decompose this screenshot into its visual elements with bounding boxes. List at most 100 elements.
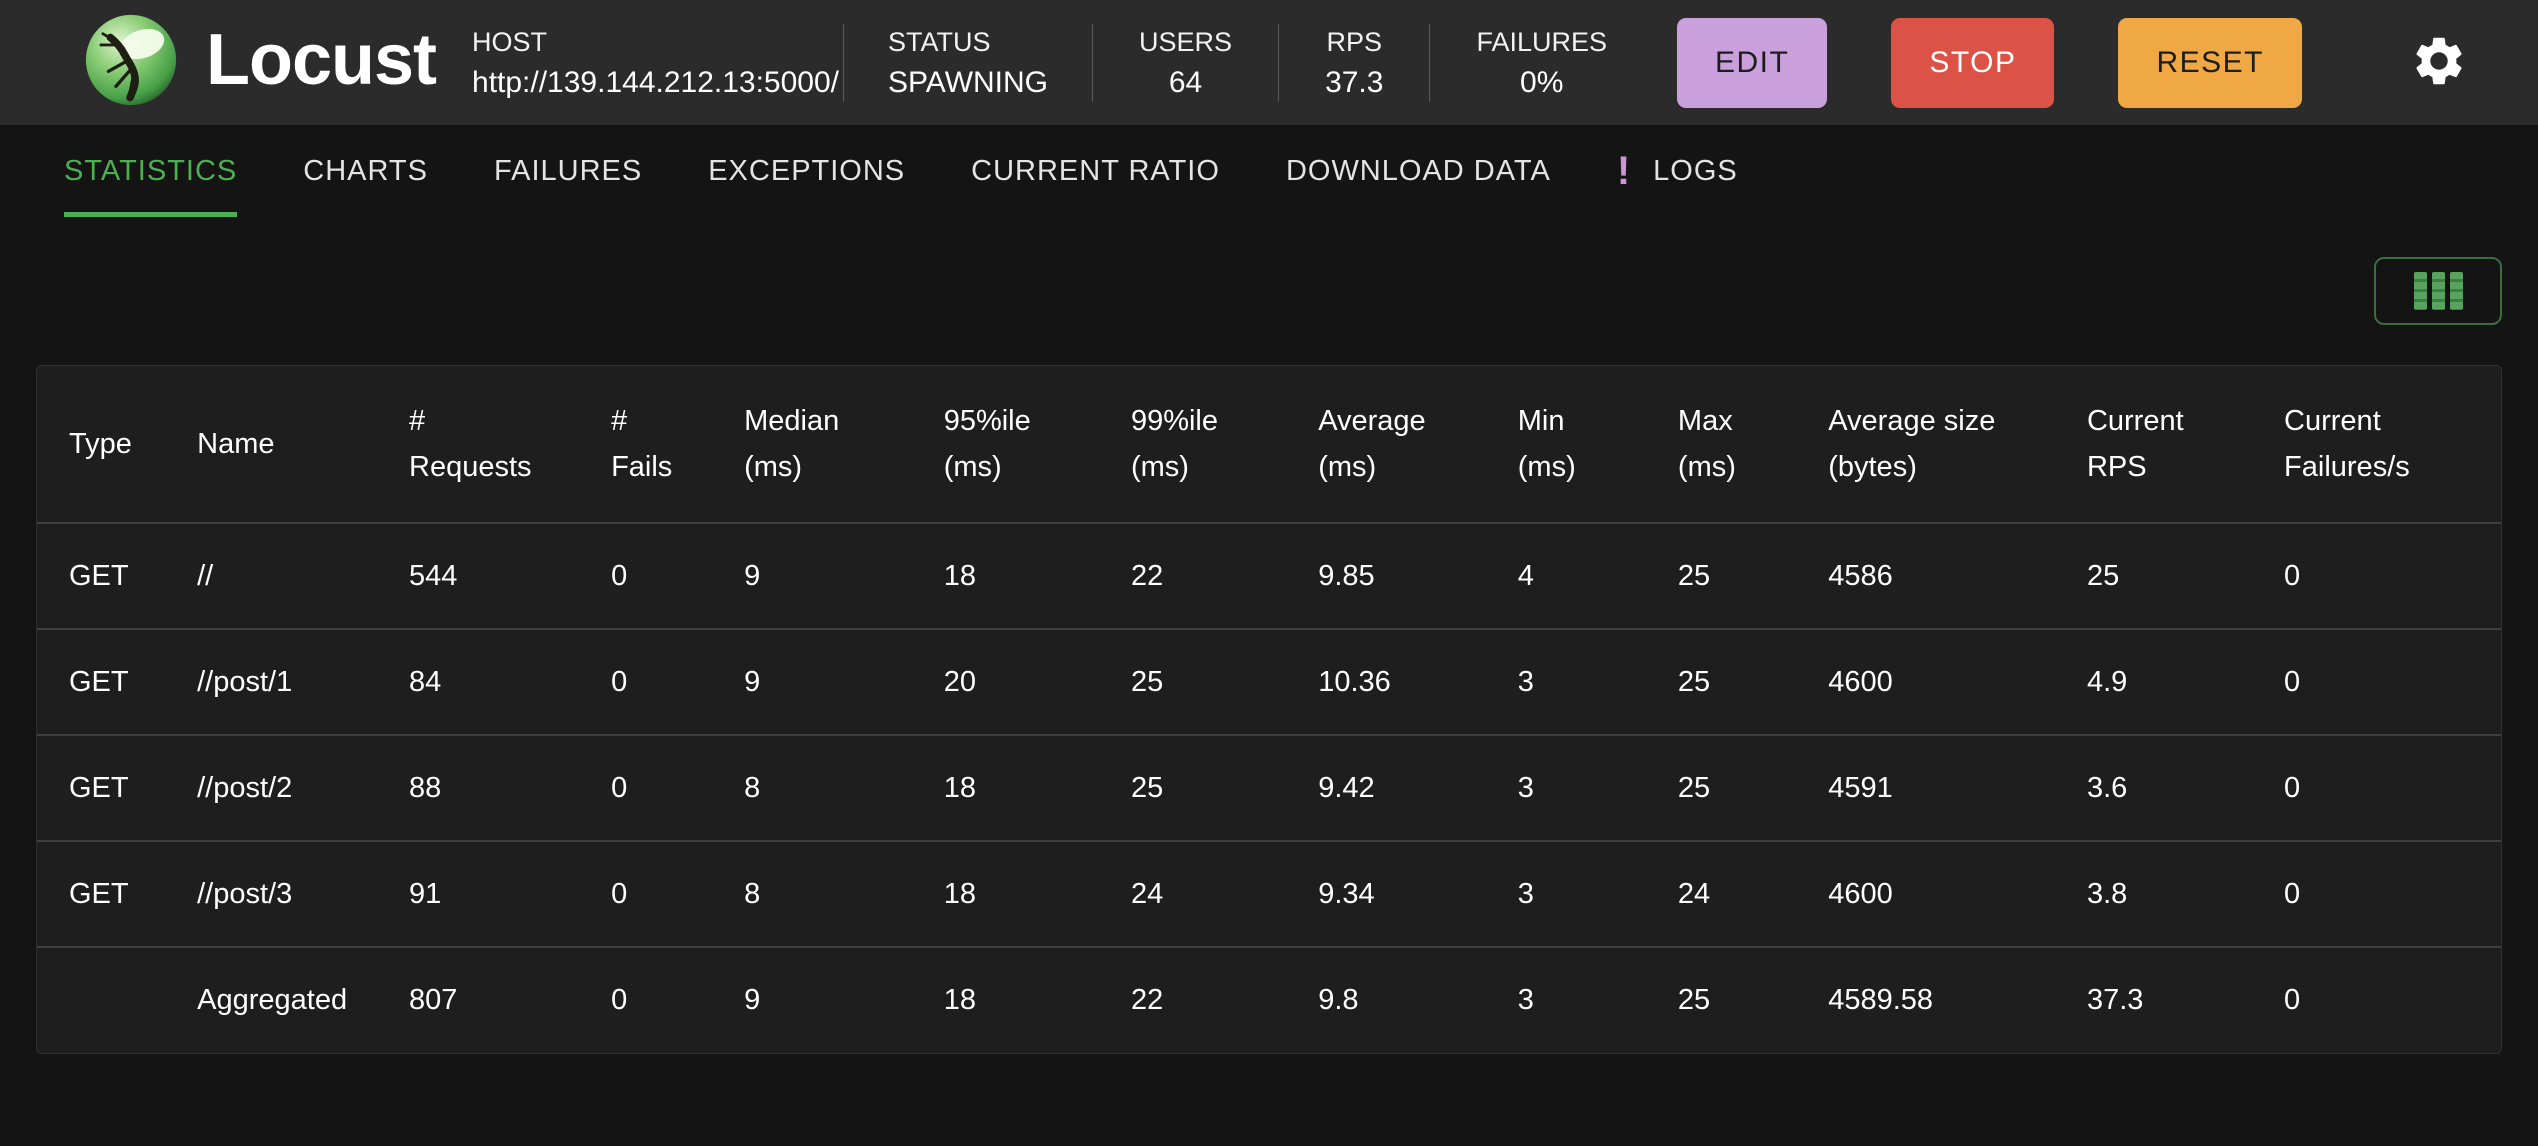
header-divider	[1092, 23, 1094, 102]
cell: 9.8	[1286, 946, 1486, 1053]
cell: 544	[377, 522, 580, 629]
column-header-95-ile-ms[interactable]: 95%ile (ms)	[943, 405, 1031, 483]
host-label: HOST	[472, 26, 548, 57]
cell: //	[165, 522, 378, 629]
stat-value: 64	[1168, 65, 1203, 99]
cell: 3	[1485, 628, 1646, 735]
cell: 18	[911, 840, 1099, 947]
stats-table: Type Name # Requests # Fails Median (ms)…	[37, 366, 2501, 1053]
tab-label: CHARTS	[303, 154, 428, 187]
stat-label: FAILURES	[1476, 26, 1607, 57]
header-divider	[1278, 23, 1280, 102]
tab-download-data[interactable]: DOWNLOAD DATA	[1286, 125, 1551, 217]
column-header-current-rps[interactable]: Current RPS	[2086, 405, 2184, 483]
logs-alert-badge: !	[1616, 149, 1632, 193]
tab-label: STATISTICS	[64, 154, 238, 187]
edit-button[interactable]: EDIT	[1676, 17, 1828, 108]
cell: 9.85	[1286, 522, 1486, 629]
cell: 4600	[1796, 628, 2055, 735]
locust-logo	[84, 13, 178, 112]
tab-label: LOGS	[1653, 154, 1738, 187]
table-row: GET//post/1 84 0 9 20 25 10.36 3 25 4600 4.9 0	[37, 628, 2501, 735]
stat-label: STATUS	[888, 26, 991, 57]
tab-logs[interactable]: ! LOGS	[1617, 125, 1738, 217]
table-columns-icon	[2413, 272, 2463, 310]
column-header-name[interactable]: Name	[197, 428, 275, 460]
stat-value: SPAWNING	[888, 65, 1049, 99]
stop-button[interactable]: STOP	[1891, 17, 2055, 108]
cell: 8	[712, 734, 912, 841]
tab-charts[interactable]: CHARTS	[303, 125, 428, 217]
cell: 88	[377, 734, 580, 841]
tab-failures[interactable]: FAILURES	[494, 125, 642, 217]
column-header-fails[interactable]: # Fails	[611, 405, 673, 483]
cell: //post/3	[165, 840, 378, 947]
header-stat-failures: FAILURES 0%	[1434, 22, 1649, 104]
column-header-average-size-bytes[interactable]: Average size (bytes)	[1828, 405, 1996, 483]
cell: 25	[2054, 522, 2253, 629]
column-header-type[interactable]: Type	[69, 428, 132, 460]
top-bar: Locust HOST http://139.144.212.13:5000/ …	[0, 0, 2538, 125]
tab-label: FAILURES	[494, 154, 643, 187]
column-header-median-ms[interactable]: Median (ms)	[744, 405, 840, 483]
cell: 0	[2252, 522, 2501, 629]
column-header-max-ms[interactable]: Max (ms)	[1677, 405, 1736, 483]
table-row: Aggregated 807 0 9 18 22 9.8 3 25 4589.58 37.3 0	[37, 946, 2501, 1053]
app-title: Locust	[206, 19, 437, 100]
cell: 9.34	[1286, 840, 1486, 947]
settings-button[interactable]	[2410, 32, 2468, 93]
tab-current-ratio[interactable]: CURRENT RATIO	[971, 125, 1220, 217]
column-header-99-ile-ms[interactable]: 99%ile (ms)	[1130, 405, 1218, 483]
column-header-average-ms[interactable]: Average (ms)	[1318, 405, 1426, 483]
cell: 9	[712, 522, 912, 629]
cell: 9.42	[1286, 734, 1486, 841]
host-block: HOST http://139.144.212.13:5000/	[472, 22, 839, 104]
cell: GET	[37, 840, 166, 947]
cell: 22	[1098, 946, 1287, 1053]
cell: 3.6	[2054, 734, 2253, 841]
header-stat-status: STATUS SPAWNING	[848, 22, 1088, 104]
cell: 0	[2252, 946, 2501, 1053]
cell: 84	[377, 628, 580, 735]
cell: //post/2	[165, 734, 378, 841]
cell: 18	[911, 522, 1099, 629]
column-header-min-ms[interactable]: Min (ms)	[1517, 405, 1576, 483]
tab-exceptions[interactable]: EXCEPTIONS	[708, 125, 905, 217]
header-stat-rps: RPS 37.3	[1283, 22, 1425, 104]
cell: 25	[1645, 734, 1797, 841]
cell: 4589.58	[1796, 946, 2055, 1053]
reset-button[interactable]: RESET	[2118, 17, 2302, 108]
cell: 25	[1645, 628, 1797, 735]
cell: 24	[1098, 840, 1287, 947]
tab-label: CURRENT RATIO	[971, 154, 1220, 187]
cell: 4586	[1796, 522, 2055, 629]
tab-statistics[interactable]: STATISTICS	[64, 125, 238, 217]
cell: 4600	[1796, 840, 2055, 947]
column-selector-button[interactable]	[2374, 257, 2502, 325]
cell: 9	[712, 628, 912, 735]
cell: 91	[377, 840, 580, 947]
column-header-requests[interactable]: # Requests	[409, 405, 532, 483]
cell: 8	[712, 840, 912, 947]
brand-home-link[interactable]: Locust	[84, 13, 437, 112]
cell: 0	[579, 522, 713, 629]
tab-label: EXCEPTIONS	[708, 154, 906, 187]
cell: GET	[37, 522, 166, 629]
stat-value: 0%	[1520, 65, 1564, 99]
cell: 0	[579, 734, 713, 841]
cell: 3	[1485, 734, 1646, 841]
cell: 807	[377, 946, 580, 1053]
cell: //post/1	[165, 628, 378, 735]
cell: GET	[37, 628, 166, 735]
cell: 10.36	[1286, 628, 1486, 735]
column-header-current-failures-s[interactable]: Current Failures/s	[2284, 405, 2410, 483]
cell: 25	[1098, 734, 1287, 841]
host-value: http://139.144.212.13:5000/	[472, 65, 840, 99]
cell: 20	[911, 628, 1099, 735]
cell: Aggregated	[165, 946, 378, 1053]
tab-bar: STATISTICS CHARTS FAILURES EXCEPTIONS CU…	[0, 125, 2538, 217]
cell: 0	[579, 840, 713, 947]
cell: 3	[1485, 840, 1646, 947]
stats-table-panel: Type Name # Requests # Fails Median (ms)…	[36, 365, 2502, 1054]
header-divider	[843, 23, 845, 102]
